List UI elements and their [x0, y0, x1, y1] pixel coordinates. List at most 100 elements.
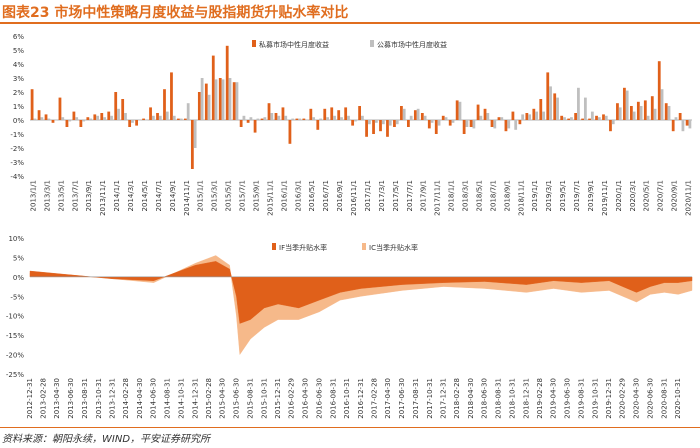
bar-public: [479, 115, 483, 120]
x-tick-label: 2020-10-31: [674, 378, 682, 419]
x-tick-label: 2019-02-28: [536, 378, 544, 419]
bar-public: [688, 120, 692, 129]
bar-public: [437, 120, 441, 126]
x-tick-label: 2016-06-30: [315, 378, 323, 419]
bar-public: [179, 118, 183, 120]
x-tick-label: 2017-08-31: [412, 378, 420, 419]
bar-public: [214, 79, 218, 120]
bar-public: [472, 120, 476, 129]
x-tick-label: 2016/3/1: [294, 180, 302, 211]
x-tick-label: 2020/3/1: [629, 180, 637, 211]
bar-public: [319, 118, 322, 120]
legend-label: 公募市场中性月度收益: [377, 40, 447, 49]
y-tick-label: 3%: [13, 75, 24, 83]
bar-private: [267, 103, 271, 120]
x-tick-label: 2014/7/1: [155, 180, 163, 211]
y-tick-label: 2%: [13, 89, 24, 97]
bar-private: [142, 118, 145, 120]
bar-private: [184, 118, 187, 120]
x-tick-label: 2020/1/1: [615, 180, 623, 211]
bar-private: [455, 100, 459, 120]
bar-private: [595, 115, 598, 120]
bar-public: [186, 103, 190, 120]
bar-public: [570, 117, 573, 120]
bar-private: [511, 111, 515, 120]
x-tick-label: 2015/11/1: [266, 180, 274, 216]
x-tick-label: 2019/1/1: [531, 180, 539, 211]
bar-public: [298, 118, 302, 120]
bar-private: [177, 118, 180, 120]
x-tick-label: 2015-08-31: [246, 378, 254, 419]
bar-public: [124, 113, 127, 120]
x-tick-label: 2019-12-31: [605, 378, 613, 419]
bar-private: [274, 113, 278, 120]
x-tick-label: 2018-08-31: [495, 378, 503, 419]
x-tick-label: 2016/5/1: [308, 180, 316, 211]
bar-private: [149, 107, 152, 120]
x-tick-label: 2019-10-31: [591, 378, 599, 419]
bar-public: [556, 97, 559, 120]
bar-public: [486, 113, 490, 120]
bar-public: [639, 106, 643, 120]
bar-public: [110, 115, 113, 120]
x-tick-label: 2015/3/1: [211, 180, 219, 211]
x-tick-label: 2013-08-31: [81, 378, 89, 419]
bar-public: [674, 117, 678, 120]
bar-private: [434, 120, 438, 134]
bar-private: [358, 106, 361, 120]
bar-private: [323, 108, 327, 120]
bar-public: [430, 120, 434, 123]
bar-private: [72, 111, 76, 120]
bar-public: [263, 117, 267, 120]
bar-public: [242, 115, 246, 120]
bar-private: [225, 45, 229, 120]
x-tick-label: 2013/3/1: [43, 180, 51, 211]
x-tick-label: 2014/9/1: [169, 180, 177, 211]
bar-private: [37, 110, 41, 120]
x-tick-label: 2017-02-28: [370, 378, 378, 419]
bar-public: [507, 120, 511, 129]
bar-public: [82, 120, 86, 122]
bar-private: [100, 113, 104, 120]
bar-public: [632, 111, 636, 120]
bar-public: [172, 115, 176, 120]
bar-private: [602, 114, 605, 120]
x-tick-label: 2016-12-31: [357, 378, 365, 419]
bar-public: [388, 120, 392, 126]
bar-private: [588, 118, 591, 120]
bar-public: [40, 117, 44, 120]
y-tick-label: 0%: [13, 274, 24, 282]
bar-public: [528, 114, 532, 120]
x-tick-label: 2019-08-31: [577, 378, 585, 419]
x-tick-label: 2018-04-30: [467, 378, 475, 419]
x-tick-label: 2014-12-31: [191, 378, 199, 419]
x-tick-label: 2013-06-30: [67, 378, 75, 419]
bar-private: [330, 107, 334, 120]
legend-swatch: [272, 243, 276, 250]
x-tick-label: 2020-02-29: [619, 378, 627, 419]
legend-swatch: [362, 243, 366, 250]
x-tick-label: 2017-06-30: [398, 378, 406, 419]
x-tick-label: 2017/9/1: [420, 180, 428, 211]
x-tick-label: 2017-10-31: [426, 378, 434, 419]
y-tick-label: 6%: [13, 33, 24, 41]
bar-public: [423, 115, 427, 120]
bar-private: [246, 120, 250, 123]
bar-private: [93, 114, 97, 120]
bar-private: [288, 120, 292, 144]
legend-label: IC当季升贴水率: [369, 243, 418, 252]
y-tick-label: 5%: [13, 254, 24, 262]
bar-private: [400, 106, 403, 120]
bar-public: [235, 82, 239, 120]
bar-public: [61, 117, 65, 120]
bar-public: [493, 120, 497, 129]
bar-public: [291, 118, 295, 120]
x-tick-label: 2017/11/1: [434, 180, 442, 216]
source-rule: [0, 427, 700, 428]
bar-private: [525, 113, 529, 120]
bar-private: [427, 120, 431, 129]
x-tick-label: 2015-02-28: [205, 378, 213, 419]
x-tick-label: 2013/7/1: [71, 180, 79, 211]
bar-public: [653, 108, 657, 120]
x-tick-label: 2020-06-30: [646, 378, 654, 419]
